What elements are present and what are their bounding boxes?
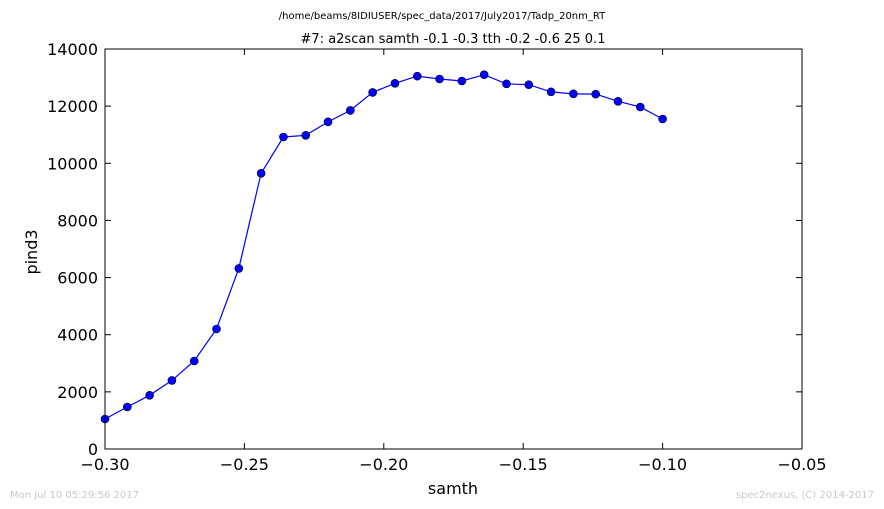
x-tick-label: −0.20 xyxy=(359,455,408,474)
data-point xyxy=(546,87,556,97)
footer-credit: spec2nexus, (C) 2014-2017 xyxy=(735,490,874,501)
axes-frame xyxy=(104,48,803,450)
y-tick-label: 6000 xyxy=(57,269,98,288)
x-axis-label: samth xyxy=(428,479,478,498)
data-point xyxy=(635,102,645,112)
y-tick-label: 0 xyxy=(88,440,98,459)
data-point xyxy=(279,132,288,142)
y-axis-label: pind3 xyxy=(22,229,41,274)
data-point xyxy=(167,376,177,385)
x-tick-label: −0.25 xyxy=(220,455,269,474)
data-point xyxy=(212,324,221,334)
series-line xyxy=(104,74,663,420)
chart-title: #7: a2scan samth -0.1 -0.3 tth -0.2 -0.6… xyxy=(301,32,606,47)
data-point xyxy=(524,80,534,90)
data-point xyxy=(301,130,311,140)
data-point xyxy=(323,117,333,127)
y-tick-label: 8000 xyxy=(57,211,98,230)
data-point xyxy=(502,79,511,89)
x-tick-label: −0.15 xyxy=(499,455,548,474)
data-point xyxy=(613,96,623,106)
plot-area xyxy=(100,70,667,424)
y-tick-label: 2000 xyxy=(57,383,98,402)
y-tick-label: 12000 xyxy=(47,97,98,116)
footer-timestamp: Mon Jul 10 05:29:56 2017 xyxy=(10,490,139,501)
data-point xyxy=(591,89,600,99)
y-tick-label: 14000 xyxy=(47,40,98,59)
data-point xyxy=(569,89,578,99)
y-axis-ticks: 0 2000 4000 6000 8000 10000 12000 14000 xyxy=(47,40,802,459)
data-point xyxy=(390,78,400,88)
data-point xyxy=(658,114,667,124)
data-point xyxy=(234,264,244,273)
data-point xyxy=(412,71,422,81)
x-tick-label: −0.10 xyxy=(638,455,687,474)
y-tick-label: 4000 xyxy=(57,326,98,345)
data-point xyxy=(457,76,467,86)
data-point xyxy=(346,106,355,115)
x-axis-ticks: −0.30 −0.25 −0.20 −0.15 −0.10 −0.05 xyxy=(80,49,827,474)
chart-suptitle: /home/beams/8IDIUSER/spec_data/2017/July… xyxy=(279,11,606,22)
data-point xyxy=(435,74,444,84)
data-point xyxy=(368,88,377,97)
x-tick-label: −0.30 xyxy=(80,455,129,474)
data-point xyxy=(189,356,199,366)
x-tick-label: −0.05 xyxy=(777,455,826,474)
y-tick-label: 10000 xyxy=(47,154,98,173)
data-point xyxy=(145,390,154,400)
data-point xyxy=(479,70,489,80)
data-point xyxy=(256,168,266,178)
data-point xyxy=(123,402,132,412)
